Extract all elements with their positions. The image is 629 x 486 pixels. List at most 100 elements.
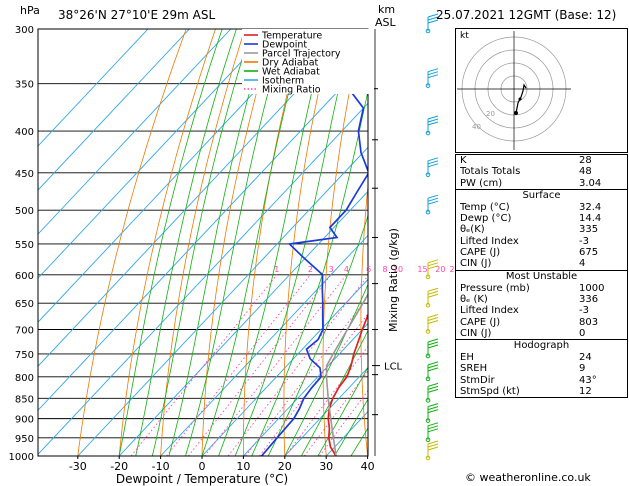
credit-footer[interactable]: © weatheronline.co.uk [465,471,591,484]
wind-barb-feather [427,197,439,202]
wet-adiabat-line [267,214,368,456]
most-unstable-section: Most Unstable Pressure (mb) 1000 θₑ (K) 336… [456,269,627,339]
wind-barb-station [425,83,431,88]
surface-label: CAPE (J) [460,247,501,259]
surface-value: 32.4 [579,201,602,213]
indices-table: K 28 Totals Totals 48 PW (cm) 3.04 [456,155,627,189]
surface-label: Lifted Index [460,235,519,247]
surface-title: Surface [522,189,561,201]
hodograph-stat-row: SREH 9 [456,363,627,374]
wind-barb-feather [427,317,439,321]
wind-barb-station [425,455,431,461]
wind-barb [425,338,439,359]
legend-label: Wet Adiabat [262,67,320,78]
surface-value: 14.4 [579,213,602,225]
wind-barb [425,440,439,461]
wind-barb-feather [427,259,439,264]
surface-row: θₑ(K) 335 [456,224,627,235]
hodograph-stat-label: StmDir [460,374,495,386]
legend-label: Isotherm [262,76,304,87]
wind-barb-feather [427,409,439,414]
wind-barb [425,382,439,403]
wind-barb-station [425,302,431,308]
pressure-tick-label: 550 [15,240,34,251]
wind-barb-feather [427,428,439,433]
hodograph-section: Hodograph EH 24 SREH 9 StmDir 43° StmSpd (kt) 1… [456,339,627,397]
wet-adiabat-line [317,366,368,456]
wind-barb-feather [427,121,439,126]
x-tick-label: 30 [319,460,333,473]
x-tick-label: -20 [110,460,128,473]
pressure-tick-label: 600 [15,271,34,282]
isotherm-line [38,102,368,455]
wind-barb-feather [427,446,439,451]
index-row: PW (cm) 3.04 [456,178,627,189]
x-tick-label: 10 [236,460,250,473]
wind-barb [425,287,439,308]
wind-barb-feather [427,262,439,267]
index-value: 3.04 [579,177,602,189]
wind-barb-feather [427,385,439,390]
surface-table: Temp (°C) 32.4 Dewp (°C) 14.4 θₑ(K) 335 Lifted… [456,202,627,270]
pressure-tick-label: 1000 [9,452,34,463]
wind-barb-feather [427,13,439,18]
wind-barb-feather [427,74,439,79]
pressure-tick-label: 800 [15,373,34,384]
isotherm-line [38,29,232,235]
legend-label: Dry Adiabat [262,58,319,69]
wind-barb-feather [427,157,439,162]
surface-row: CAPE (J) 675 [456,247,627,258]
most-unstable-value: 803 [579,316,599,328]
wind-barb-feather [427,293,439,298]
wind-barb-station [425,353,431,359]
wet-adiabat-line [251,89,368,456]
wind-barb-station [425,274,431,280]
mixing-ratio-label: 25 [449,265,459,274]
mixing-ratio-line [204,274,347,456]
wet-adiabat-line [201,29,306,456]
surface-section: Surface Temp (°C) 32.4 Dewp (°C) 14.4 θₑ(K) 3… [456,188,627,270]
hodograph-stat-row: StmDir 43° [456,375,627,386]
wind-barb-feather [427,422,439,427]
wind-barb-feather [427,115,439,120]
mixing-ratio-line [188,274,332,456]
series-temperature [327,312,368,456]
hodograph-ring-label: 20 [486,110,495,118]
mixing-ratio-label: 10 [393,265,403,274]
hodograph: 20 40 kt [455,28,628,153]
hodograph-trace [515,83,527,114]
isotherm-line [243,322,368,456]
most-unstable-row: CAPE (J) 803 [456,317,627,328]
indices-panel: K 28 Totals Totals 48 PW (cm) 3.04 Surface Te… [455,154,628,399]
plot-area [38,29,368,456]
surface-row: Dewp (°C) 14.4 [456,213,627,224]
mixing-ratio-line [166,274,311,456]
wet-adiabat-line [301,329,368,456]
index-value: 48 [579,166,592,178]
hodograph-stat-value: 9 [579,363,586,375]
wind-barb [425,403,439,423]
wet-adiabat-line [334,398,368,456]
legend-label: Temperature [261,31,322,42]
wind-barb-feather [427,364,439,369]
x-tick-label: 20 [278,460,292,473]
wet-adiabat-line [218,29,328,456]
wind-barb-station [425,418,431,423]
most-unstable-label: Lifted Index [460,305,519,317]
index-row: Totals Totals 48 [456,166,627,177]
series-parcel-trajectory [325,292,368,456]
surface-value: -3 [579,235,589,247]
wet-adiabat-line [168,29,269,456]
dry-adiabat-line [322,29,363,456]
x-tick-label: 0 [199,460,206,473]
isotherm-line [38,29,314,323]
index-value: 28 [579,155,592,166]
pressure-tick-label: 300 [15,25,34,36]
most-unstable-value: 0 [579,327,586,339]
most-unstable-label: CIN (J) [460,327,492,339]
wind-barb-station [425,172,431,178]
wind-barb-feather [427,265,439,270]
pressure-tick-label: 500 [15,206,34,217]
wet-adiabat-line [135,29,237,456]
wet-adiabat-line [151,29,252,456]
